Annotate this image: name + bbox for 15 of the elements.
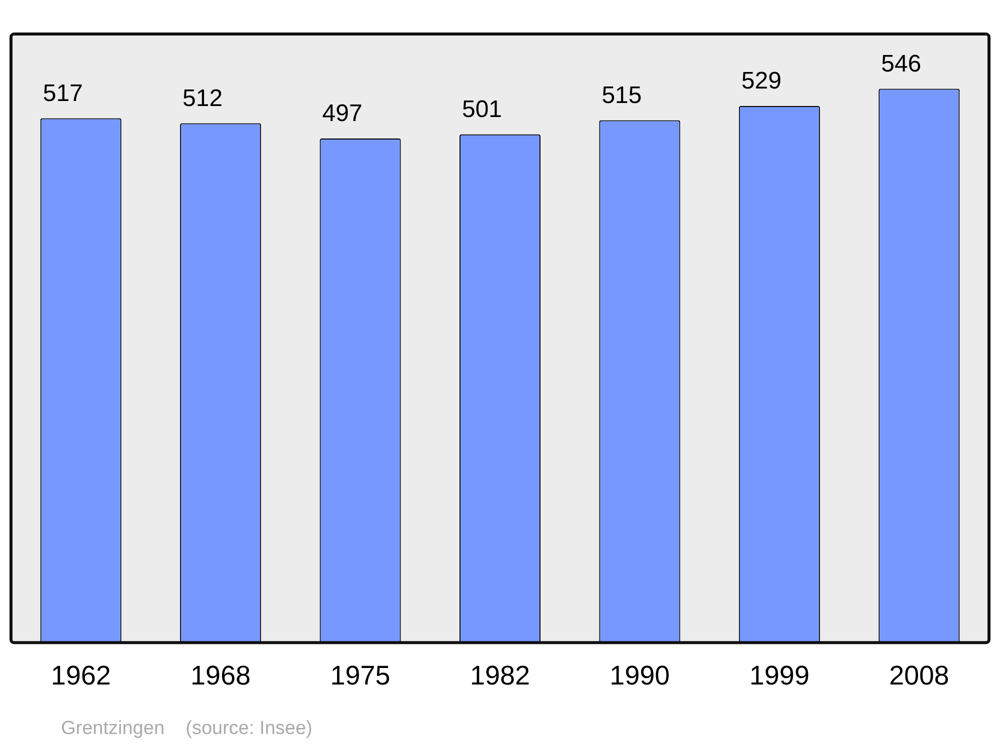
x-tick-label: 1962 (50, 660, 111, 690)
text: Grentzingen (source: Insee) (61, 718, 312, 740)
x-tick-label: 1982 (470, 660, 530, 690)
data-label: 501 (462, 96, 502, 124)
data-label: 529 (741, 68, 782, 95)
data-label: 546 (881, 50, 922, 78)
x-tick-label: 2008 (889, 660, 950, 690)
data-label: 515 (602, 82, 642, 109)
x-tick-label: 1968 (190, 660, 251, 690)
x-tick-label: 1975 (330, 660, 390, 690)
data-label: 512 (182, 84, 223, 112)
x-tick-label: 1990 (610, 660, 670, 690)
data-label: 517 (42, 80, 83, 107)
data-label: 497 (322, 100, 362, 128)
x-tick-label: 1999 (749, 660, 810, 690)
